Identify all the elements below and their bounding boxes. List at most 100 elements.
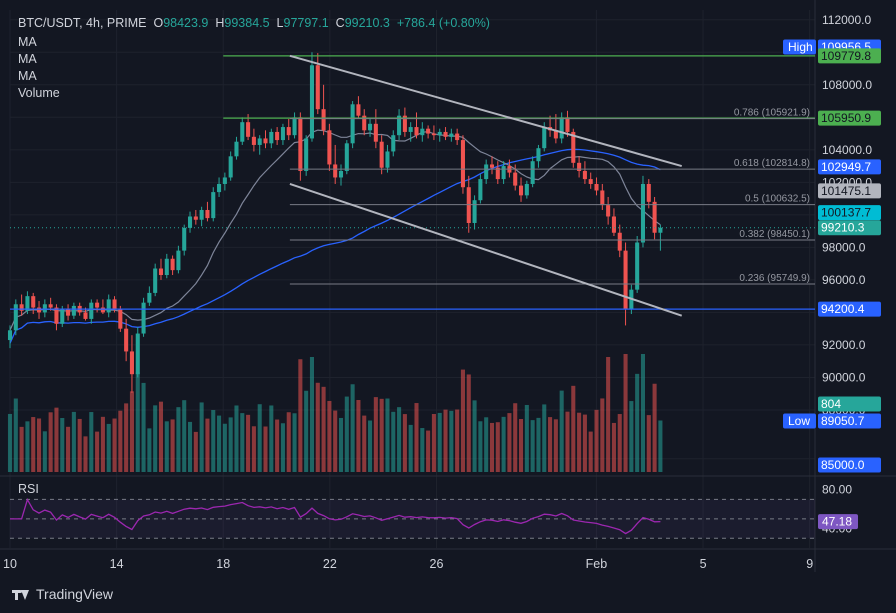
volume-bar [315, 382, 320, 472]
indicator-ma-2[interactable]: MA [18, 52, 37, 66]
fib-level-label: 0.618 (102814.8) [734, 158, 810, 169]
candle-body [251, 136, 256, 145]
volume-bar [100, 416, 105, 472]
rsi-line [10, 497, 661, 535]
high-label: H [215, 16, 225, 30]
candle-body [338, 170, 344, 178]
price-badge-value: 89050.7 [821, 414, 865, 428]
price-badge-value: 804 [821, 397, 841, 411]
low-label: L [276, 16, 284, 30]
volume-bar [658, 420, 663, 472]
candle-body [449, 133, 454, 137]
volume-bar [228, 417, 233, 472]
volume-bar [501, 416, 506, 472]
price-badge-value: 105950.9 [821, 111, 871, 125]
volume-bar [240, 413, 245, 472]
time-axis-label: Feb [586, 557, 608, 571]
volume-bar [588, 431, 593, 472]
candle-body [54, 307, 59, 324]
candle-body [304, 138, 309, 171]
candle-body [472, 200, 477, 223]
volume-bar [263, 426, 268, 472]
rsi-label[interactable]: RSI [18, 482, 39, 496]
candle-body [37, 307, 42, 313]
candle-body [362, 115, 367, 131]
price-badge [818, 301, 881, 317]
candle-body [286, 127, 291, 136]
candle-body [7, 330, 13, 341]
fib-level-label: 0.786 (105921.9) [734, 108, 810, 119]
time-axis-label: 10 [3, 557, 17, 571]
volume-bar [292, 413, 297, 472]
volume-bar [153, 405, 158, 472]
volume-bar [350, 384, 355, 472]
price-tick-label: 98000.0 [822, 240, 866, 254]
volume-bar [95, 431, 100, 472]
fib-level-label: 0.5 (100632.5) [745, 194, 810, 205]
candle-body [66, 309, 71, 316]
candle-body [315, 65, 320, 110]
volume-bar [338, 417, 344, 472]
time-axis-label: 14 [110, 557, 124, 571]
candle-body [489, 164, 495, 168]
price-tick-label: 96000.0 [822, 273, 866, 287]
candle-body [25, 296, 30, 311]
candle-body [13, 304, 18, 331]
volume-bar [309, 357, 315, 472]
volume-bar [594, 409, 599, 472]
candle-body [275, 131, 280, 141]
volume-bar [559, 390, 564, 472]
volume-bar [280, 423, 285, 472]
volume-bar [54, 407, 59, 472]
volume-bar [640, 354, 646, 472]
candle-body [484, 164, 489, 180]
volume-bar [507, 413, 512, 472]
low-value: 97797.1 [283, 16, 329, 30]
volume-bar [530, 420, 535, 472]
candle-body [414, 127, 419, 136]
candle-body [536, 148, 541, 162]
volume-bar [66, 426, 71, 472]
candle-body [478, 179, 483, 201]
volume-bar [187, 421, 193, 472]
symbol-title[interactable]: BTC/USDT, 4h, PRIME [18, 16, 147, 30]
candle-body [321, 109, 326, 131]
volume-bar [19, 426, 24, 472]
price-tick-label: 90000.0 [822, 370, 866, 384]
time-axis-label: 9 [806, 557, 813, 571]
candle-body [368, 123, 373, 131]
candle-body [217, 183, 222, 193]
candle-body [170, 258, 175, 271]
candle-body [582, 170, 587, 180]
volume-bar [408, 424, 413, 472]
volume-bar [426, 430, 431, 472]
candle-body [193, 216, 198, 220]
price-tick-label: 108000.0 [822, 78, 872, 92]
candle-body [182, 227, 187, 251]
volume-bar [443, 409, 448, 472]
volume-bar [251, 426, 256, 472]
volume-bar [112, 418, 117, 472]
price-tick-label: 104000.0 [822, 143, 872, 157]
volume-bar [275, 419, 280, 472]
candle-body [553, 130, 558, 139]
candle-body [211, 192, 216, 219]
indicator-ma-1[interactable]: MA [18, 35, 37, 49]
indicator-volume[interactable]: Volume [18, 86, 60, 100]
candle-body [83, 312, 88, 319]
time-axis-label: 5 [700, 557, 707, 571]
volume-bar [513, 403, 518, 472]
volume-bar [623, 354, 628, 472]
price-badge [818, 159, 881, 175]
price-badge-tag-text: High [788, 40, 813, 54]
volume-bar [13, 398, 18, 472]
volume-bar [391, 411, 396, 472]
candle-body [379, 141, 384, 168]
candle-body [588, 179, 593, 184]
indicator-ma-3[interactable]: MA [18, 69, 37, 83]
volume-bar [385, 398, 390, 472]
time-axis-label: 18 [216, 557, 230, 571]
candle-body [234, 141, 239, 157]
volume-bar [333, 410, 338, 472]
